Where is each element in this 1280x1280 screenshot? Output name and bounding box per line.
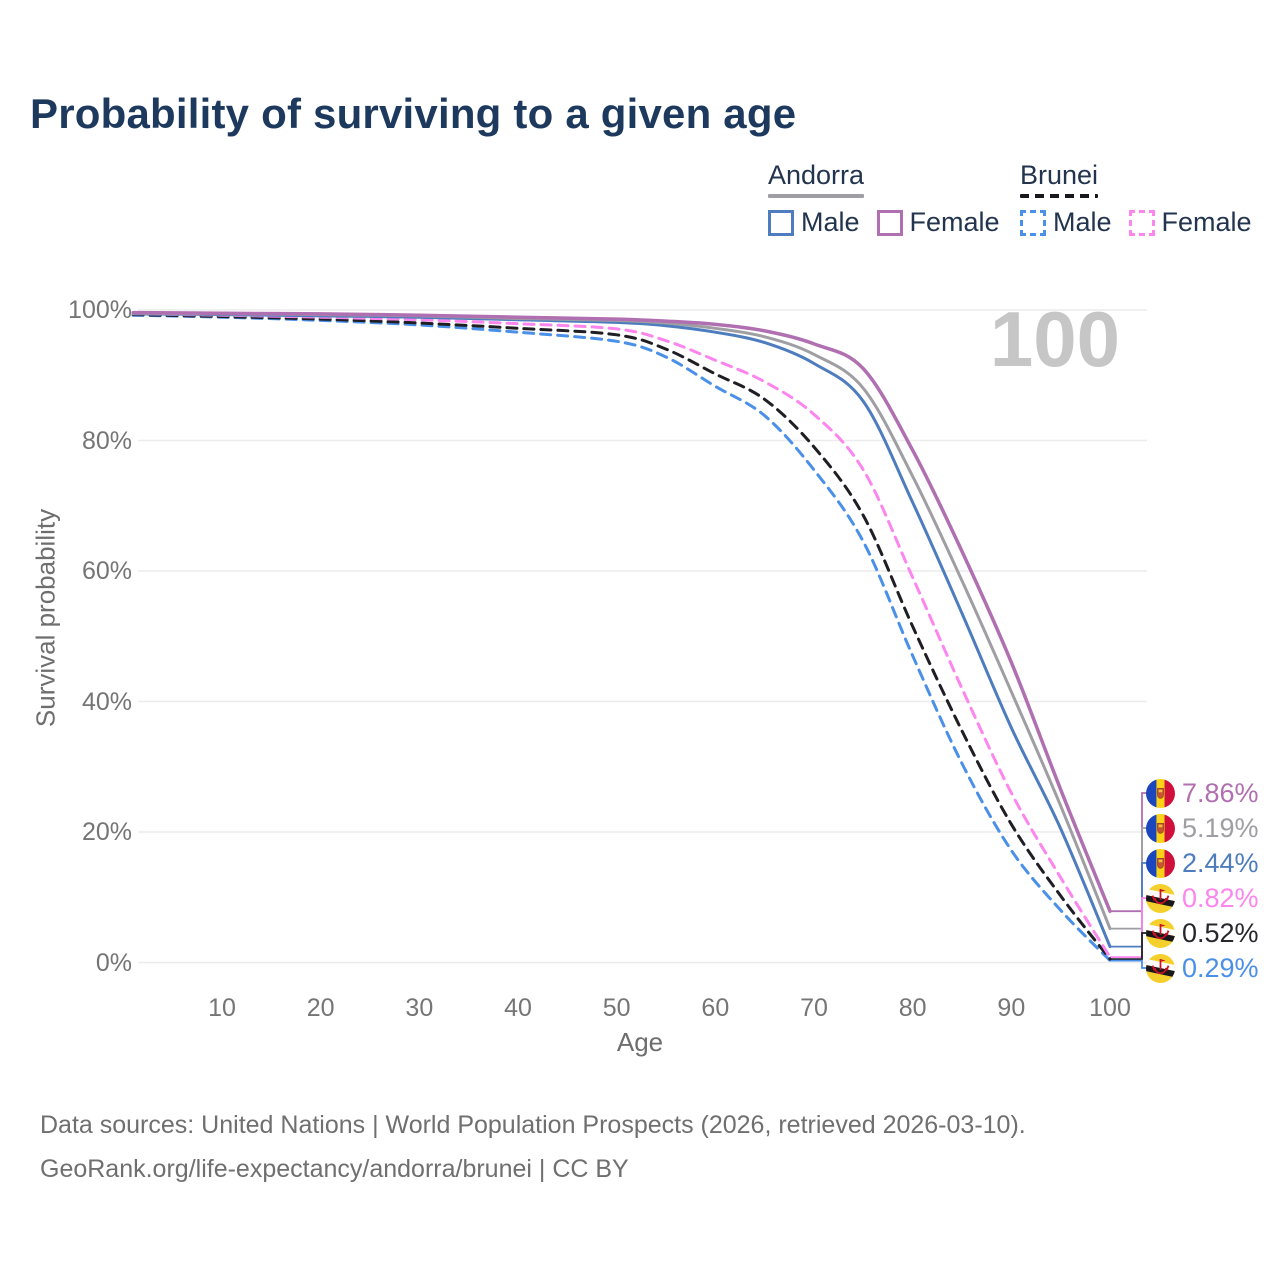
legend-item-brunei-male[interactable]: Male bbox=[1020, 207, 1112, 238]
x-tick-40: 40 bbox=[504, 994, 532, 1022]
footer: Data sources: United Nations | World Pop… bbox=[40, 1103, 1026, 1191]
legend-items: Male Female bbox=[1020, 207, 1269, 238]
y-axis-title: Survival probability bbox=[30, 508, 61, 728]
end-label-andorra-female[interactable]: 7.86% bbox=[1146, 778, 1259, 808]
end-label-value: 5.19% bbox=[1182, 813, 1259, 843]
y-tick-80: 80% bbox=[81, 426, 132, 455]
end-label-value: 0.82% bbox=[1182, 883, 1259, 913]
watermark-age-100: 100 bbox=[990, 295, 1120, 383]
brunei-flag-icon bbox=[1146, 883, 1175, 913]
legend-country-label: Andorra bbox=[768, 160, 865, 190]
legend-country-brunei[interactable]: Brunei bbox=[1020, 160, 1099, 198]
end-label-value: 0.29% bbox=[1182, 953, 1259, 983]
end-label-andorra-all[interactable]: 5.19% bbox=[1146, 813, 1259, 843]
end-label-value: 2.44% bbox=[1182, 848, 1259, 878]
y-tick-40: 40% bbox=[81, 687, 132, 716]
y-tick-20: 20% bbox=[81, 818, 132, 846]
legend-items: Male Female bbox=[768, 207, 1017, 238]
andorra-flag-icon bbox=[1146, 848, 1175, 878]
legend-item-andorra-male[interactable]: Male bbox=[768, 207, 860, 238]
x-tick-50: 50 bbox=[602, 994, 631, 1022]
legend-country-label: Brunei bbox=[1020, 160, 1099, 190]
y-tick-100: 100% bbox=[68, 296, 132, 324]
legend-item-label: Male bbox=[1053, 207, 1112, 237]
legend-item-andorra-female[interactable]: Female bbox=[876, 207, 1000, 238]
x-tick-30: 30 bbox=[405, 994, 434, 1022]
footer-sources: Data sources: United Nations | World Pop… bbox=[40, 1111, 1026, 1139]
connector-brunei-female bbox=[1110, 897, 1147, 958]
legend-country-andorra[interactable]: Andorra bbox=[768, 160, 865, 198]
legend-swatch-solid bbox=[876, 209, 903, 236]
y-tick-60: 60% bbox=[81, 557, 132, 585]
legend-swatch-solid bbox=[768, 209, 794, 236]
x-tick-60: 60 bbox=[701, 994, 730, 1022]
legend-swatch-dashed bbox=[1128, 209, 1155, 236]
legend-group-andorra: Andorra Male Female bbox=[768, 160, 1017, 238]
footer-link: GeoRank.org/life-expectancy/andorra/brun… bbox=[40, 1155, 629, 1183]
andorra-flag-icon bbox=[1146, 778, 1175, 808]
connector-brunei-all bbox=[1110, 932, 1147, 960]
andorra-flag-icon bbox=[1146, 813, 1175, 843]
legend-item-label: Female bbox=[909, 207, 1000, 237]
curve-andorra-female[interactable] bbox=[131, 310, 1112, 913]
end-label-value: 0.52% bbox=[1182, 918, 1259, 948]
legend-item-label: Female bbox=[1161, 207, 1252, 237]
legend-country-underline-solid bbox=[768, 194, 865, 198]
legend-group-brunei: Brunei Male Female bbox=[1020, 160, 1269, 238]
x-axis-title: Age bbox=[616, 1027, 664, 1057]
x-tick-100: 100 bbox=[1089, 994, 1131, 1022]
end-label-brunei-female[interactable]: 0.82% bbox=[1146, 883, 1259, 913]
curve-andorra-all[interactable] bbox=[131, 311, 1112, 931]
curve-brunei-all[interactable] bbox=[131, 313, 1112, 961]
page-title: Probability of surviving to a given age bbox=[30, 90, 797, 137]
curve-brunei-male[interactable] bbox=[131, 313, 1112, 963]
x-tick-70: 70 bbox=[800, 994, 828, 1022]
curve-andorra-male[interactable] bbox=[131, 312, 1112, 949]
x-tick-20: 20 bbox=[306, 994, 335, 1022]
legend-swatch-dashed bbox=[1020, 209, 1046, 236]
end-label-value: 7.86% bbox=[1182, 778, 1259, 808]
connector-brunei-male bbox=[1110, 959, 1147, 969]
x-tick-90: 90 bbox=[997, 994, 1026, 1022]
curve-brunei-female[interactable] bbox=[131, 312, 1112, 959]
end-label-brunei-male[interactable]: 0.29% bbox=[1146, 953, 1259, 983]
brunei-flag-icon bbox=[1146, 953, 1175, 983]
legend-item-brunei-female[interactable]: Female bbox=[1128, 207, 1252, 238]
legend-item-label: Male bbox=[801, 207, 860, 237]
end-label-brunei-all[interactable]: 0.52% bbox=[1146, 918, 1259, 948]
x-tick-80: 80 bbox=[898, 994, 927, 1022]
end-label-andorra-male[interactable]: 2.44% bbox=[1146, 848, 1259, 878]
brunei-flag-icon bbox=[1146, 918, 1175, 948]
legend-country-underline-dashed bbox=[1020, 194, 1099, 198]
x-tick-10: 10 bbox=[208, 994, 236, 1022]
y-tick-0: 0% bbox=[95, 948, 132, 977]
